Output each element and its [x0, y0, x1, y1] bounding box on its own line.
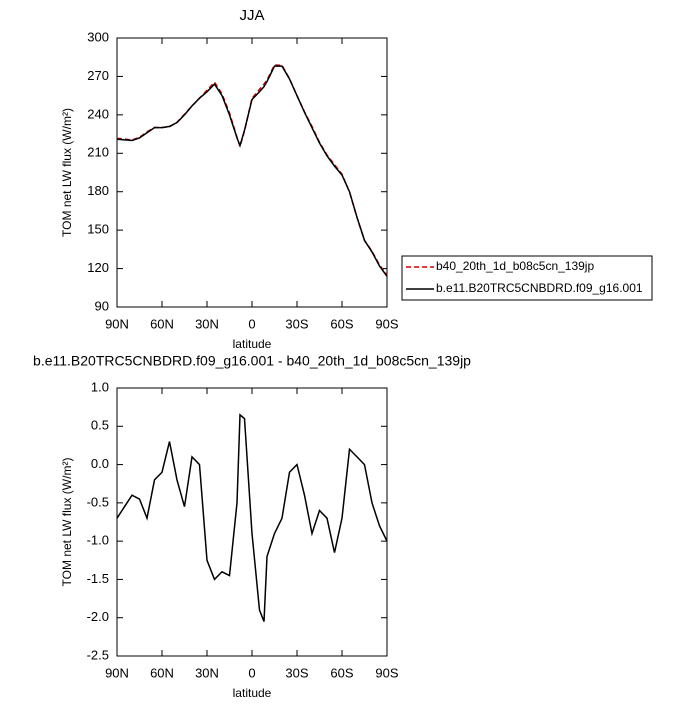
- y-tick-label: 240: [87, 106, 109, 121]
- x-axis-label: latitude: [233, 337, 272, 351]
- x-tick-label: 30N: [195, 665, 219, 680]
- x-tick-label: 60S: [330, 665, 353, 680]
- y-tick-label: -1.5: [87, 571, 109, 586]
- legend-label: b.e11.B20TRC5CNBDRD.f09_g16.001: [436, 281, 643, 295]
- data-line: [116, 65, 388, 277]
- y-tick-label: 0.5: [91, 418, 109, 433]
- y-tick-label: 90: [95, 298, 109, 313]
- x-tick-label: 60S: [330, 316, 353, 331]
- chart-title: JJA: [239, 7, 264, 24]
- chart-title: b.e11.B20TRC5CNBDRD.f09_g16.001 - b40_20…: [33, 353, 471, 369]
- x-tick-label: 90S: [375, 316, 398, 331]
- y-tick-label: 120: [87, 260, 109, 275]
- plot-frame: [116, 37, 388, 308]
- y-tick-label: 1.0: [91, 379, 109, 394]
- x-tick-label: 60N: [150, 316, 174, 331]
- x-tick-label: 30S: [285, 665, 308, 680]
- x-tick-label: 60N: [150, 665, 174, 680]
- y-tick-label: 270: [87, 68, 109, 83]
- y-tick-label: -2.5: [87, 647, 109, 662]
- y-axis-label: TOM net LW flux (W/m²): [60, 458, 74, 587]
- y-tick-label: -1.0: [87, 533, 109, 548]
- legend-label: b40_20th_1d_b08c5cn_139jp: [436, 259, 594, 273]
- legend-box: [401, 255, 653, 301]
- x-tick-label: 30N: [195, 316, 219, 331]
- x-tick-label: 90N: [105, 316, 129, 331]
- x-tick-label: 90S: [375, 665, 398, 680]
- x-axis-label: latitude: [233, 686, 272, 700]
- y-tick-label: -0.5: [87, 494, 109, 509]
- y-tick-label: 180: [87, 183, 109, 198]
- y-tick-label: 210: [87, 145, 109, 160]
- data-line: [116, 64, 388, 276]
- y-tick-label: -2.0: [87, 609, 109, 624]
- x-tick-label: 30S: [285, 316, 308, 331]
- data-line: [116, 413, 388, 622]
- x-tick-label: 0: [248, 665, 255, 680]
- y-axis-label: TOM net LW flux (W/m²): [60, 108, 74, 237]
- y-tick-label: 150: [87, 222, 109, 237]
- y-tick-label: 0.0: [91, 456, 109, 471]
- x-tick-label: 90N: [105, 665, 129, 680]
- y-tick-label: 300: [87, 29, 109, 44]
- x-tick-label: 0: [248, 316, 255, 331]
